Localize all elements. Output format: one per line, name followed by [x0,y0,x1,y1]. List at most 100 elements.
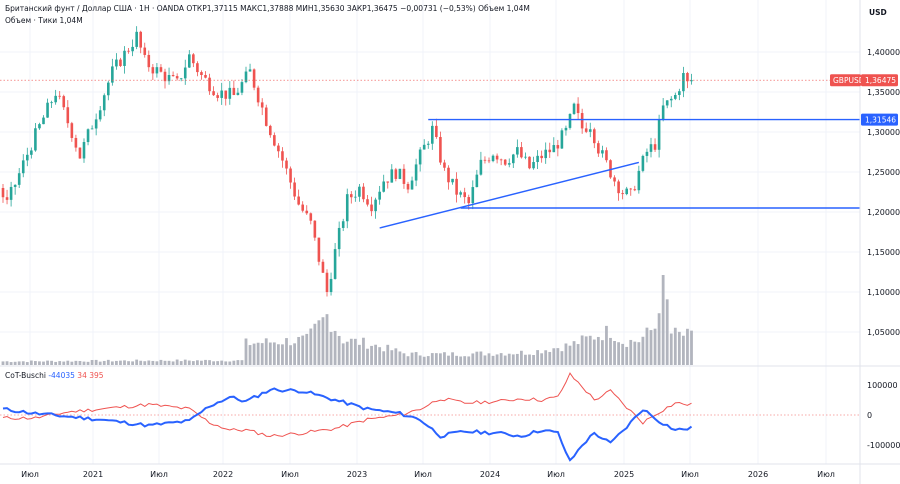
volume-bar [503,355,507,365]
candle-body [459,192,462,195]
candle-body [503,159,507,165]
price-labels: GBPUSD 1,36475 1,31546 [830,74,898,126]
time-tick-label: Июл [817,470,835,479]
candle-body [50,102,53,104]
candle-body [159,67,163,72]
volume-bar [520,350,523,365]
candle-body [463,192,466,198]
volume-bar [682,335,685,365]
candle-body [82,142,86,159]
time-tick-label: 2024 [480,470,500,479]
volume-bar [240,360,244,365]
chart-legend: Британский фунт / Доллар США · 1Н · OAND… [5,4,530,13]
volume-bar [50,360,53,365]
candle-body [131,46,134,52]
volume-bar [228,361,232,365]
volume-bar [418,355,422,365]
volume-bar [686,328,689,365]
candle-body [30,150,33,155]
volume-bar [426,356,430,365]
volume-bar [467,356,471,365]
candle-body [5,197,9,200]
volume-bar [617,342,620,365]
candle-body [62,96,66,108]
candle-body [183,67,187,79]
candle-body [597,143,600,154]
volume-bar [333,330,337,365]
candle-body [264,107,268,126]
volume-bar [167,360,171,365]
last-price-tag-bg [861,74,898,87]
candle-body [240,82,244,93]
candle-body [17,173,21,185]
cot-indicator: 100000 0 -100000 [0,372,900,462]
volume-bar [345,341,349,365]
volume-bar [200,360,203,365]
trendlines[interactable] [379,118,860,229]
currency-label: USD [869,8,887,17]
volume-bar [131,361,134,365]
candle-body [54,95,57,103]
volume-bar [110,361,114,365]
volume-bar [102,360,106,365]
candle-body [613,177,616,182]
candle-body [94,119,98,129]
candle-body [580,113,584,129]
trendline[interactable] [379,161,640,229]
volume-bar [362,337,365,365]
candle-body [341,221,345,228]
volume-bar [175,359,179,365]
time-tick-label: Июл [547,470,565,479]
volume-bar [139,360,143,365]
last-price-tag: 1,36475 [865,76,896,85]
candle-body [572,103,576,114]
candle-body [147,54,151,68]
volume-bar [9,362,13,365]
volume-bar [309,328,313,365]
candle-body [532,162,535,169]
candle-body [487,160,491,162]
volume-bar [637,342,641,365]
volume-bar [94,359,98,365]
indicator-tick-label: 100000 [867,381,898,390]
candle-body [42,117,45,125]
candle-body [499,159,503,161]
candle-body [236,92,240,95]
volume-bar [402,353,406,365]
volume-bar [260,343,264,365]
candle-body [358,186,361,197]
candle-body [593,129,596,144]
volume-bar [216,361,220,365]
volume-bar [147,360,151,365]
volume-bar [374,344,377,365]
volume-bar [576,344,580,365]
candle-body [378,191,381,200]
volume-bar [220,360,224,365]
candle-body [196,63,199,73]
candle-body [588,129,592,132]
volume-bar [560,351,564,365]
price-tick-label: 1,05000 [867,328,900,337]
volume-legend: Объем · Тики 1,04M [5,16,83,25]
volume-bar [349,338,353,365]
candle-body [467,197,471,204]
volume-bar [479,351,483,365]
candle-body [584,128,588,132]
time-axis[interactable]: Июл 2021 Июл 2022 Июл 2023 Июл 2024 Июл 2025 Июл 20… [21,470,835,479]
time-tick-label: 2023 [347,470,367,479]
candle-body [674,94,677,99]
volume-bar [609,337,612,365]
candle-body [232,87,236,95]
volume-bar [74,360,78,365]
volume-bar [289,345,292,365]
candle-body [475,174,479,188]
candle-body [617,181,620,194]
candle-body [382,181,385,192]
candle-body [540,155,543,159]
symbol-tag-bg [830,74,861,87]
volume-bar [159,359,163,365]
candle-body [576,103,580,114]
volume-bar [25,362,29,365]
price-axis[interactable]: 1,40000 1,35000 1,30000 1,25000 1,20000 1,150… [867,48,900,337]
